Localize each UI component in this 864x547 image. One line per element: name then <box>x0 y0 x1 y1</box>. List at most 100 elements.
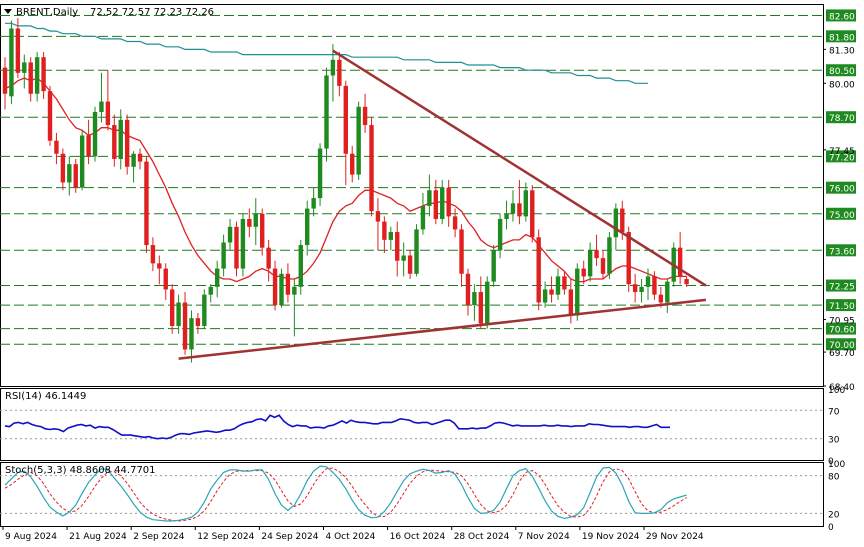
candle <box>497 213 503 259</box>
candle <box>478 276 484 329</box>
candle-body <box>568 289 574 316</box>
price-tick-label: 69.70 <box>829 349 855 359</box>
candle-body <box>54 140 59 154</box>
candle <box>176 294 181 334</box>
candle <box>465 268 471 316</box>
candle-body <box>356 106 361 175</box>
date-axis: 9 Aug 2024 21 Aug 2024 2 Sep 2024 12 Sep 20… <box>2 526 704 542</box>
candle <box>337 51 342 97</box>
candle <box>60 148 66 191</box>
candle <box>144 156 149 253</box>
candle <box>73 158 78 193</box>
candle-body <box>266 247 271 269</box>
candle-body <box>150 245 156 264</box>
candle <box>118 109 123 170</box>
candle-body <box>79 135 85 188</box>
candle <box>639 279 644 303</box>
candle-body <box>523 190 529 217</box>
level-label: 76.00 <box>829 185 855 195</box>
candle <box>112 114 117 167</box>
candle <box>41 51 46 99</box>
candle <box>189 310 194 363</box>
candle <box>253 198 258 246</box>
date-label: 21 Aug 2024 <box>69 532 127 542</box>
candle-body <box>414 229 419 274</box>
candle-body <box>234 226 239 269</box>
level-label-bg <box>826 30 856 43</box>
candle-body <box>131 153 136 167</box>
support-resistance-levels <box>0 14 823 345</box>
candle <box>530 185 535 243</box>
date-label: 12 Sep 2024 <box>197 532 254 542</box>
candle-body <box>337 59 342 86</box>
candle-body <box>324 75 329 149</box>
candle-body <box>427 190 432 206</box>
candle <box>67 156 72 196</box>
candle <box>369 117 374 217</box>
candle-body <box>440 187 445 219</box>
candle-body <box>305 208 310 246</box>
candle-body <box>73 164 78 188</box>
candle-body <box>272 268 278 306</box>
candle-body <box>189 318 194 350</box>
candle-body <box>407 255 413 274</box>
level-label: 70.00 <box>829 341 855 351</box>
rsi-tick-label: 0 <box>828 457 834 467</box>
candle-body <box>86 135 91 157</box>
candle-body <box>600 258 606 274</box>
candle-body <box>343 85 348 154</box>
level-label: 77.20 <box>829 153 855 163</box>
candle <box>440 179 445 225</box>
candle-body <box>369 125 374 212</box>
candle <box>665 279 670 313</box>
candle <box>260 208 265 256</box>
stoch-main-line <box>4 465 687 522</box>
candle-body <box>195 318 201 326</box>
candle-body <box>240 218 246 269</box>
candle-body <box>613 208 619 238</box>
candle <box>491 245 496 287</box>
candle <box>182 292 188 355</box>
candle-body <box>279 273 284 306</box>
candle-body <box>452 216 458 230</box>
candle-body <box>491 250 496 282</box>
candle <box>356 101 361 180</box>
candle <box>169 284 175 334</box>
level-label: 82.60 <box>829 12 855 22</box>
candle-body <box>562 276 567 290</box>
candle-body <box>169 289 175 326</box>
candle <box>343 80 348 186</box>
price-tick-label: 81.30 <box>829 46 855 56</box>
candle <box>523 182 529 222</box>
candle-body <box>652 276 657 295</box>
level-label: 70.60 <box>829 326 855 336</box>
candle <box>202 289 207 329</box>
level-label-bg <box>826 181 856 194</box>
candle <box>587 242 593 282</box>
candle-body <box>594 250 599 259</box>
dropdown-arrow-icon[interactable] <box>4 9 12 14</box>
candle-body <box>401 255 406 261</box>
date-label: 7 Nov 2024 <box>518 532 570 542</box>
candle-body <box>677 247 683 277</box>
candle <box>330 44 336 102</box>
candle <box>414 224 419 277</box>
candle <box>28 57 33 102</box>
candle-body <box>105 101 111 126</box>
candle-body <box>247 218 252 227</box>
candle <box>401 242 406 277</box>
candle <box>472 284 477 321</box>
candle-body <box>446 187 451 217</box>
candle <box>195 312 201 334</box>
candle <box>79 130 85 191</box>
candle <box>99 72 104 123</box>
candle <box>292 279 297 337</box>
candle <box>504 200 509 230</box>
candle-body <box>459 229 464 274</box>
candle-body <box>658 294 664 303</box>
candle-body <box>9 28 14 97</box>
candle-body <box>433 190 439 219</box>
candle <box>600 250 606 280</box>
rsi-tick-label: 100 <box>828 386 845 396</box>
